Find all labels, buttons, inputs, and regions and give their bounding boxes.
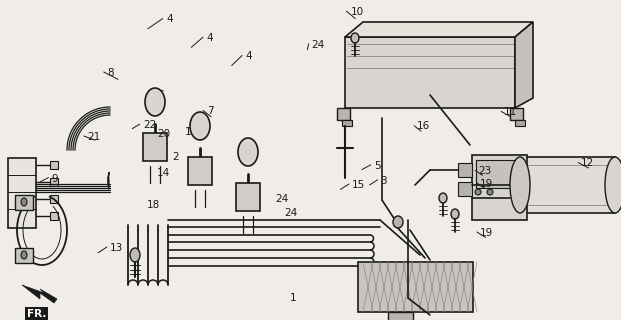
Polygon shape	[22, 285, 57, 303]
Bar	[505, 181, 513, 189]
Ellipse shape	[351, 33, 359, 43]
Bar	[358, 262, 473, 312]
Ellipse shape	[487, 189, 493, 195]
Ellipse shape	[21, 198, 27, 206]
Bar	[342, 120, 352, 126]
Bar	[236, 183, 260, 211]
Text: 4: 4	[207, 33, 214, 43]
Bar	[458, 163, 472, 177]
Text: 7: 7	[207, 106, 214, 116]
Text: 4: 4	[166, 14, 173, 24]
Text: 18: 18	[147, 200, 160, 211]
Bar	[8, 158, 36, 228]
Text: 4: 4	[245, 51, 252, 61]
Text: 19: 19	[480, 228, 493, 238]
Text: 11: 11	[504, 107, 517, 117]
Text: 8: 8	[107, 68, 114, 78]
Bar	[476, 160, 522, 188]
Text: 12: 12	[581, 158, 594, 168]
Ellipse shape	[605, 157, 621, 213]
Text: 17: 17	[185, 127, 198, 137]
Bar	[515, 120, 525, 126]
Bar	[50, 161, 58, 169]
Text: 17: 17	[244, 148, 257, 158]
Polygon shape	[345, 37, 515, 108]
Ellipse shape	[145, 88, 165, 116]
Ellipse shape	[21, 251, 27, 259]
Bar	[15, 195, 33, 210]
Text: 15: 15	[352, 180, 365, 190]
Bar	[472, 155, 527, 220]
Text: 21: 21	[87, 132, 100, 142]
Text: 6: 6	[157, 90, 164, 100]
Text: 22: 22	[143, 120, 156, 130]
Polygon shape	[515, 22, 533, 108]
Bar	[50, 212, 58, 220]
Text: 20: 20	[157, 129, 170, 140]
Bar	[15, 248, 33, 263]
Ellipse shape	[130, 248, 140, 262]
Ellipse shape	[510, 157, 530, 213]
Text: 3: 3	[380, 176, 387, 186]
Ellipse shape	[439, 193, 447, 203]
Bar	[50, 195, 58, 203]
Text: 14: 14	[157, 168, 170, 179]
Bar	[388, 312, 413, 320]
Bar	[458, 182, 472, 196]
Text: 19: 19	[480, 179, 493, 189]
Bar	[50, 178, 58, 186]
Bar	[143, 133, 167, 161]
Polygon shape	[510, 108, 523, 120]
Text: 24: 24	[276, 194, 289, 204]
Text: 5: 5	[374, 161, 381, 171]
Text: 24: 24	[284, 208, 297, 218]
Ellipse shape	[393, 216, 403, 228]
Text: 23: 23	[478, 166, 491, 176]
Text: FR.: FR.	[27, 309, 47, 319]
Ellipse shape	[190, 112, 210, 140]
Bar	[188, 157, 212, 185]
Text: 16: 16	[417, 121, 430, 132]
Text: 24: 24	[312, 40, 325, 50]
Polygon shape	[337, 108, 350, 120]
Text: 10: 10	[351, 7, 364, 17]
Text: 13: 13	[110, 243, 123, 253]
Ellipse shape	[451, 209, 459, 219]
Text: 9: 9	[51, 173, 58, 184]
Polygon shape	[345, 22, 533, 37]
Ellipse shape	[238, 138, 258, 166]
Text: 1: 1	[290, 292, 297, 303]
Text: 2: 2	[173, 152, 179, 162]
Bar	[520, 157, 615, 213]
Ellipse shape	[475, 189, 481, 195]
